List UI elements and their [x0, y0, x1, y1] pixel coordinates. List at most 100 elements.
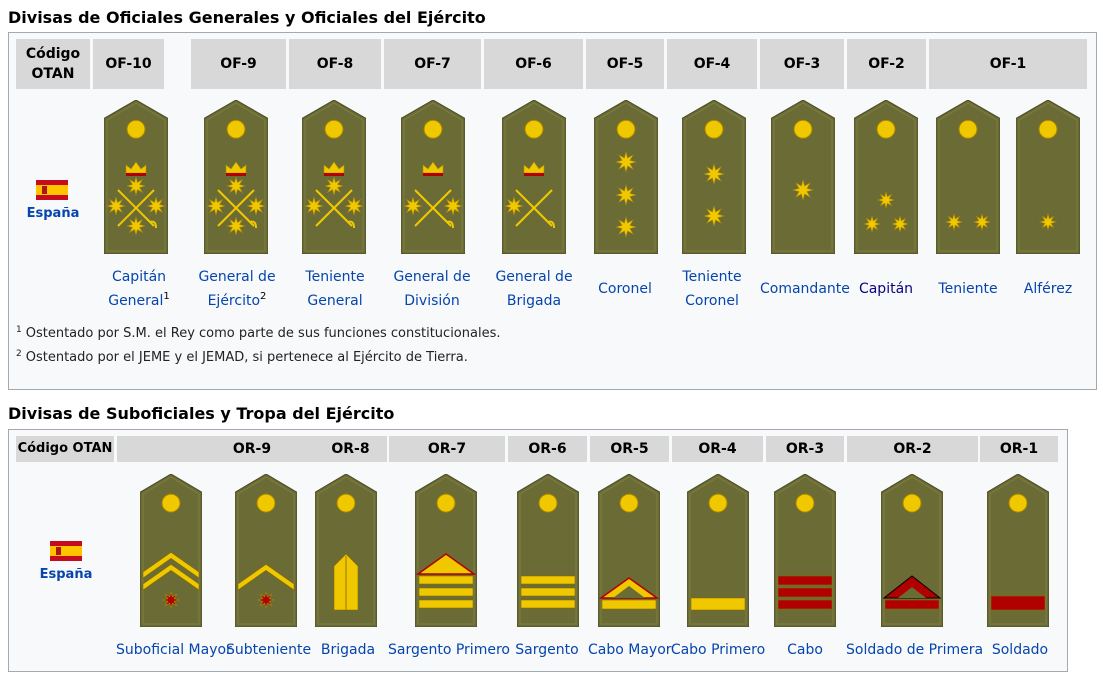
soldado-insignia [987, 474, 1049, 627]
rank-label-line: Alférez [1013, 277, 1083, 301]
rank-label-text: Coronel [685, 293, 739, 309]
rank-link-teniente[interactable]: Teniente [930, 277, 1006, 301]
rank-label-line: Capitán [854, 277, 918, 301]
footnote-ref[interactable]: 1 [163, 291, 170, 302]
general-de-division-insignia [401, 100, 465, 254]
capitan-general-insignia [104, 100, 168, 254]
rank-link-teniente-general[interactable]: Teniente General [294, 265, 376, 313]
rank-link-capitan-general[interactable]: Capitán General1 [97, 265, 181, 313]
rank-link-general-de-ejercito[interactable]: General de Ejército2 [196, 265, 278, 313]
rank-link-alferez[interactable]: Alférez [1013, 277, 1083, 301]
rank-link-general-de-division[interactable]: General de División [390, 265, 474, 313]
rank-code-of-6: OF-6 [484, 39, 583, 89]
rank-label-text: Teniente [682, 269, 742, 285]
rank-label-text: General de [198, 269, 276, 285]
footnote-2-num: 2 [16, 349, 22, 359]
enlisted-heading: Divisas de Suboficiales y Tropa del Ejér… [8, 404, 395, 423]
footnote-ref[interactable]: 2 [260, 291, 267, 302]
general-de-ejercito-insignia [204, 100, 268, 254]
footnote-1-num: 1 [16, 325, 22, 335]
country-link-spain[interactable]: España [26, 206, 80, 221]
rank-link-soldado-de-primera[interactable]: Soldado de Primera [846, 642, 984, 658]
rank-label-text: General [307, 293, 363, 309]
rank-code-of-9: OF-9 [191, 39, 286, 89]
cabo-primero-insignia [687, 474, 749, 627]
cabo-insignia [774, 474, 836, 627]
brigada-insignia [315, 474, 377, 627]
capitan-insignia [854, 100, 918, 254]
rank-label-text: Capitán [858, 281, 914, 297]
rank-label-line: Ejército2 [196, 289, 278, 313]
rank-label-text: Teniente [938, 281, 998, 297]
alferez-insignia [1016, 100, 1080, 254]
rank-label-line: División [390, 289, 474, 313]
sargento-insignia [517, 474, 579, 627]
rank-label-text: Alférez [1023, 281, 1073, 297]
rank-label-text: Coronel [598, 281, 652, 297]
rank-code-of-10: OF-10 [93, 39, 164, 89]
rank-link-subteniente[interactable]: Subteniente [226, 642, 312, 658]
rank-code-of-4: OF-4 [667, 39, 757, 89]
rank-label-line: Capitán [97, 265, 181, 289]
coronel-insignia [594, 100, 658, 254]
rank-link-comandante[interactable]: Comandante [760, 277, 850, 301]
rank-link-capitan[interactable]: Capitán [854, 277, 918, 301]
rank-code-of-3: OF-3 [760, 39, 844, 89]
rank-label-line: Coronel [590, 277, 660, 301]
rank-code-of-5: OF-5 [586, 39, 664, 89]
rank-link-sargento[interactable]: Sargento [515, 642, 579, 658]
sargento-primero-insignia [415, 474, 477, 627]
rank-label-text: División [404, 293, 460, 309]
rank-code-or-3: OR-3 [766, 436, 844, 462]
rank-label-text: Brigada [506, 293, 562, 309]
rank-link-cabo-primero[interactable]: Cabo Primero [670, 642, 766, 658]
officers-heading: Divisas de Oficiales Generales y Oficial… [8, 8, 486, 27]
rank-code-or-7: OR-7 [389, 436, 505, 462]
rank-code-or-5: OR-5 [590, 436, 669, 462]
rank-label-text: Ejército [207, 293, 261, 309]
rank-code-or-6: OR-6 [508, 436, 587, 462]
rank-code-or-2: OR-2 [847, 436, 978, 462]
rank-code-of-1: OF-1 [929, 39, 1087, 89]
teniente-insignia [936, 100, 1000, 254]
rank-label-line: Teniente [294, 265, 376, 289]
rank-label-line: Brigada [491, 289, 577, 313]
rank-label-line: General de [196, 265, 278, 289]
rank-label-line: Comandante [760, 277, 850, 301]
rank-link-brigada[interactable]: Brigada [320, 642, 376, 658]
rank-link-teniente-coronel[interactable]: Teniente Coronel [672, 265, 752, 313]
rank-code-of-7: OF-7 [384, 39, 481, 89]
rank-label-line: General [294, 289, 376, 313]
rank-link-suboficial-mayor[interactable]: Suboficial Mayor [116, 642, 232, 658]
rank-code-or-1: OR-1 [980, 436, 1058, 462]
enlisted-code-header: Código OTAN [16, 436, 114, 462]
rank-label-line: General de [491, 265, 577, 289]
rank-code-or-4: OR-4 [672, 436, 763, 462]
footnote-1-text: Ostentado por S.M. el Rey como parte de … [25, 326, 501, 341]
spain-flag-icon [50, 541, 82, 561]
teniente-coronel-insignia [682, 100, 746, 254]
rank-link-cabo-mayor[interactable]: Cabo Mayor [588, 642, 672, 658]
comandante-insignia [771, 100, 835, 254]
rank-link-sargento-primero[interactable]: Sargento Primero [388, 642, 510, 658]
rank-code-or-8: OR-8 [315, 436, 386, 462]
rank-label-text: Comandante [760, 281, 850, 297]
footnote-2: 2 Ostentado por el JEME y el JEMAD, si pe… [16, 349, 468, 366]
rank-link-soldado[interactable]: Soldado [991, 642, 1049, 658]
soldado-de-primera-insignia [881, 474, 943, 627]
spain-flag-icon [36, 180, 68, 200]
teniente-general-insignia [302, 100, 366, 254]
rank-label-text: Teniente [305, 269, 365, 285]
rank-label-text: General de [393, 269, 471, 285]
rank-label-line: Teniente [930, 277, 1006, 301]
country-link-spain[interactable]: España [39, 567, 93, 582]
general-de-brigada-insignia [502, 100, 566, 254]
rank-link-coronel[interactable]: Coronel [590, 277, 660, 301]
footnote-2-text: Ostentado por el JEME y el JEMAD, si per… [25, 350, 468, 365]
suboficial-mayor-insignia [140, 474, 202, 627]
rank-label-line: Teniente [672, 265, 752, 289]
rank-link-cabo[interactable]: Cabo [787, 642, 823, 658]
rank-label-text: Capitán [111, 269, 167, 285]
rank-link-general-de-brigada[interactable]: General de Brigada [491, 265, 577, 313]
rank-label-line: Coronel [672, 289, 752, 313]
